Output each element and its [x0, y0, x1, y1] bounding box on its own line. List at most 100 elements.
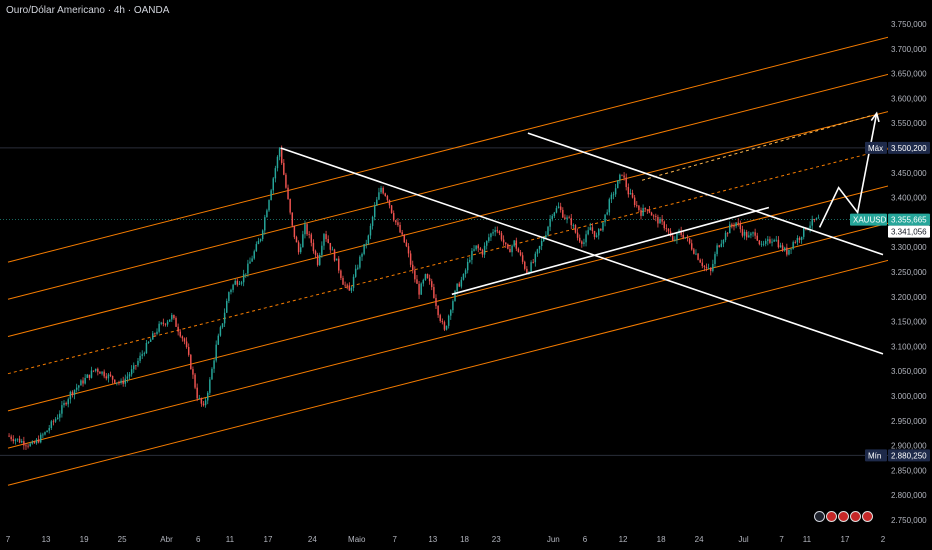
candle-body [185, 341, 188, 348]
candle-body [686, 237, 689, 239]
candle-body [206, 392, 209, 401]
candle-body [760, 243, 763, 245]
candle-body [388, 199, 391, 206]
y-axis-tick-label: 3.400,000 [891, 194, 927, 203]
flag-icon [862, 511, 873, 522]
x-axis-tick-label: 24 [308, 535, 317, 544]
candle-body [42, 434, 44, 436]
candle-body [327, 239, 329, 243]
candle-body [304, 224, 306, 235]
candle-body [302, 234, 304, 248]
candle-body [166, 321, 169, 325]
candle-body [608, 199, 611, 213]
candle-body [338, 258, 340, 271]
candle-body [748, 235, 750, 238]
candle-body [534, 253, 537, 263]
candle-body [171, 314, 173, 320]
candle-body [10, 436, 12, 440]
candle-body [69, 391, 72, 400]
candle-body [168, 319, 171, 322]
candle-body [380, 187, 382, 193]
candle-body [130, 369, 133, 375]
candle-body [306, 224, 308, 235]
candle-body [31, 442, 34, 444]
candle-body [693, 249, 695, 254]
candle-body [604, 214, 606, 223]
candle-body [29, 443, 31, 447]
candle-body [75, 387, 78, 390]
x-axis-tick-label: 17 [841, 535, 850, 544]
candle-body [600, 229, 602, 231]
candle-body [532, 262, 534, 263]
candle-body [471, 250, 473, 260]
candle-body [312, 242, 315, 252]
candle-body [314, 251, 317, 255]
candle-body [268, 200, 270, 211]
candle-body [674, 239, 676, 241]
candle-body [196, 387, 198, 399]
candle-body [143, 353, 146, 355]
candle-body [517, 248, 520, 253]
candle-body [477, 245, 479, 249]
candle-body [466, 261, 469, 271]
candle-body [316, 254, 319, 265]
candle-body [684, 237, 687, 239]
x-axis-tick-label: 13 [428, 535, 437, 544]
candle-body [181, 336, 184, 339]
max-value-tag-label: 3.500,200 [891, 144, 927, 153]
candle-body [610, 194, 613, 200]
candle-body [775, 239, 778, 241]
candle-body [209, 379, 211, 393]
candle-body [367, 235, 370, 244]
candle-body [743, 231, 746, 236]
candle-body [99, 371, 101, 374]
candle-body [790, 248, 792, 250]
candle-body [103, 371, 105, 377]
candle-body [794, 242, 797, 243]
max-tag-bg [865, 141, 887, 154]
candle-body [623, 175, 625, 178]
candle-body [422, 279, 425, 284]
candle-body [373, 205, 376, 218]
candle-body [226, 300, 228, 313]
candle-body [469, 259, 471, 262]
candle-body [109, 374, 112, 376]
candle-body [107, 374, 110, 379]
candle-body [431, 281, 433, 288]
candle-body [483, 245, 486, 255]
candle-body [219, 327, 222, 336]
candle-body [56, 417, 59, 420]
y-axis-tick-label: 3.250,000 [891, 268, 927, 277]
candle-body [707, 268, 710, 269]
tradingview-logo [814, 511, 873, 522]
candle-body [756, 235, 758, 241]
candle-body [118, 382, 120, 384]
candle-body [690, 243, 693, 250]
channel-line [7, 36, 888, 263]
x-axis-tick-label: 11 [226, 535, 235, 544]
candle-body [392, 213, 395, 221]
candle-body [731, 224, 733, 226]
candle-body [86, 374, 88, 378]
candle-body [578, 237, 581, 242]
candle-body [439, 315, 441, 321]
candle-body [221, 323, 224, 328]
candle-body [504, 242, 507, 245]
candle-body [40, 434, 42, 443]
candle-body [437, 305, 439, 316]
candle-body [137, 360, 139, 366]
candle-body [299, 247, 302, 253]
candle-body [348, 285, 351, 291]
candle-body [555, 208, 558, 213]
candle-body [762, 243, 765, 245]
candle-body [122, 380, 124, 384]
x-axis-tick-label: Jul [738, 535, 748, 544]
candle-body [149, 339, 152, 342]
candle-body [280, 148, 283, 163]
candle-body [697, 253, 699, 260]
max-value-tag-bg [888, 141, 930, 154]
candle-body [361, 253, 363, 257]
candle-body [452, 301, 454, 311]
candle-body [183, 338, 186, 342]
